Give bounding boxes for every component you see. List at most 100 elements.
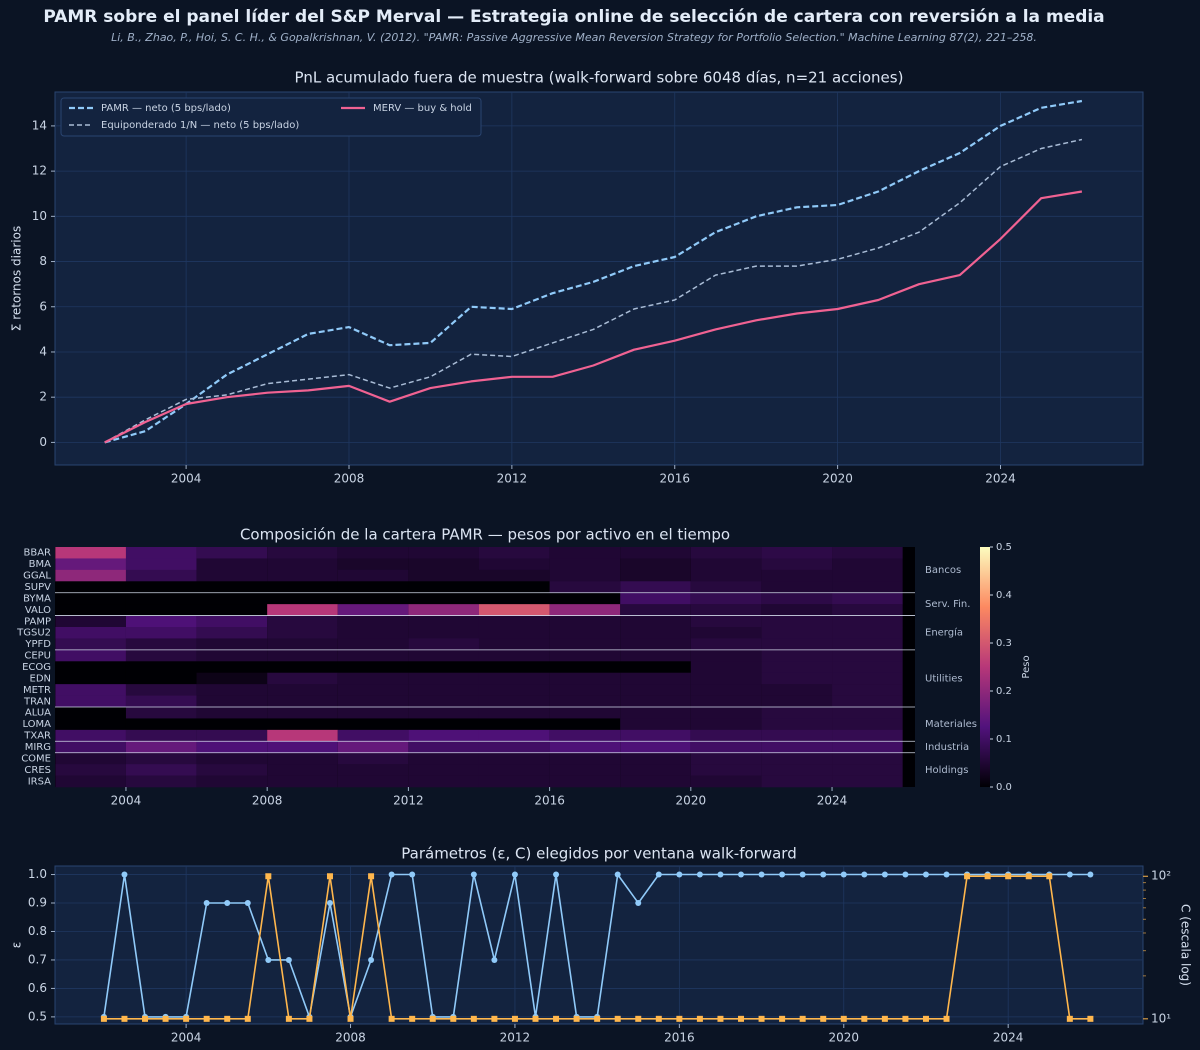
heat-cell bbox=[55, 547, 126, 559]
row-label: BBAR bbox=[23, 548, 51, 559]
heat-cell bbox=[620, 592, 691, 605]
heat-cell bbox=[196, 649, 268, 662]
heat-cell bbox=[267, 581, 338, 594]
heat-cell bbox=[549, 764, 621, 776]
heat-cell bbox=[196, 741, 268, 754]
y-tick-label: 4 bbox=[39, 344, 47, 358]
heat-cell bbox=[549, 661, 621, 674]
point bbox=[1066, 871, 1073, 878]
point bbox=[573, 1015, 580, 1022]
point bbox=[1005, 873, 1012, 880]
point bbox=[429, 1015, 436, 1022]
row-label: CEPU bbox=[24, 651, 51, 662]
y-axis-label: ε bbox=[10, 942, 24, 949]
y-tick-label: 6 bbox=[39, 299, 47, 313]
heat-cell bbox=[125, 695, 197, 708]
figure-subtitle: Li, B., Zhao, P., Hoi, S. C. H., & Gopal… bbox=[111, 31, 1037, 44]
heat-cell bbox=[125, 638, 197, 651]
sector-label: Materiales bbox=[925, 719, 977, 730]
heat-cell bbox=[690, 547, 762, 559]
x-tick-label: 2012 bbox=[497, 472, 528, 486]
sector-label: Serv. Fin. bbox=[925, 599, 970, 610]
heat-cell bbox=[55, 638, 126, 651]
point bbox=[285, 956, 292, 963]
heat-cell bbox=[55, 615, 126, 628]
point bbox=[758, 871, 765, 878]
x-tick-label: 2012 bbox=[500, 1031, 531, 1045]
heat-cell bbox=[125, 741, 197, 754]
heat-cell bbox=[55, 741, 126, 754]
figure-title: PAMR sobre el panel líder del S&P Merval… bbox=[43, 7, 1104, 27]
point bbox=[265, 956, 272, 963]
heat-cell bbox=[55, 775, 126, 788]
row-label: EDN bbox=[30, 673, 52, 684]
plot-area bbox=[54, 91, 1144, 466]
x-tick-label: 2020 bbox=[676, 794, 707, 808]
x-tick-label: 2008 bbox=[334, 472, 365, 486]
heat-cell bbox=[196, 775, 268, 788]
sector-label: Holdings bbox=[925, 765, 968, 776]
heat-cell bbox=[55, 649, 126, 662]
heat-cell bbox=[267, 672, 338, 685]
point bbox=[922, 871, 929, 878]
heat-cell bbox=[478, 604, 550, 616]
row-label: TXAR bbox=[23, 731, 51, 742]
point bbox=[532, 1015, 539, 1022]
heat-cell bbox=[196, 718, 268, 731]
heat-cell bbox=[408, 569, 479, 582]
heat-cell bbox=[55, 672, 126, 685]
heat-cell bbox=[125, 661, 197, 674]
y-tick-label: 0.6 bbox=[28, 981, 47, 995]
sector-label: Industria bbox=[925, 742, 969, 753]
x-tick-label: 2004 bbox=[171, 1031, 202, 1045]
heat-cell bbox=[478, 661, 550, 674]
heat-cell bbox=[408, 604, 479, 616]
point bbox=[553, 871, 560, 878]
heat-cell bbox=[196, 672, 268, 685]
chart-title: PnL acumulado fuera de muestra (walk-for… bbox=[295, 69, 904, 87]
heat-cell bbox=[267, 684, 338, 696]
heat-cell bbox=[761, 684, 833, 696]
heat-cell bbox=[55, 718, 126, 731]
point bbox=[511, 871, 518, 878]
heat-cell bbox=[761, 604, 833, 616]
point bbox=[881, 871, 888, 878]
heat-cell bbox=[408, 627, 479, 639]
heat-cell bbox=[549, 604, 621, 616]
heat-cell bbox=[267, 718, 338, 731]
y-tick-label: 0.8 bbox=[28, 924, 47, 938]
heat-cell bbox=[690, 718, 762, 731]
colorbar-tick-label: 0.1 bbox=[996, 734, 1012, 745]
point bbox=[368, 873, 375, 880]
heat-cell bbox=[55, 764, 126, 776]
heat-cell bbox=[620, 672, 691, 685]
heat-cell bbox=[620, 741, 691, 754]
x-tick-label: 2020 bbox=[828, 1031, 859, 1045]
x-tick-label: 2004 bbox=[111, 794, 142, 808]
point bbox=[347, 1015, 354, 1022]
heat-cell bbox=[125, 672, 197, 685]
point bbox=[881, 1015, 888, 1022]
point bbox=[306, 1015, 313, 1022]
heat-cell bbox=[196, 764, 268, 776]
heat-cell bbox=[478, 695, 550, 708]
point bbox=[655, 1015, 662, 1022]
point bbox=[964, 873, 971, 880]
point bbox=[717, 871, 724, 878]
heat-cell bbox=[337, 604, 409, 616]
point bbox=[244, 1015, 251, 1022]
x-tick-label: 2016 bbox=[659, 472, 690, 486]
series-line bbox=[104, 138, 1083, 444]
heat-cell bbox=[832, 729, 903, 742]
heat-cell bbox=[620, 729, 691, 742]
heat-cell bbox=[337, 547, 409, 559]
heat-cell bbox=[196, 627, 268, 639]
heat-cell bbox=[196, 615, 268, 628]
point bbox=[696, 1015, 703, 1022]
heat-cell bbox=[690, 741, 762, 754]
heat-cell bbox=[620, 627, 691, 639]
heat-cell bbox=[125, 592, 197, 605]
y-tick-label: 12 bbox=[32, 164, 47, 178]
y2-tick-label: 10¹ bbox=[1151, 1011, 1171, 1025]
